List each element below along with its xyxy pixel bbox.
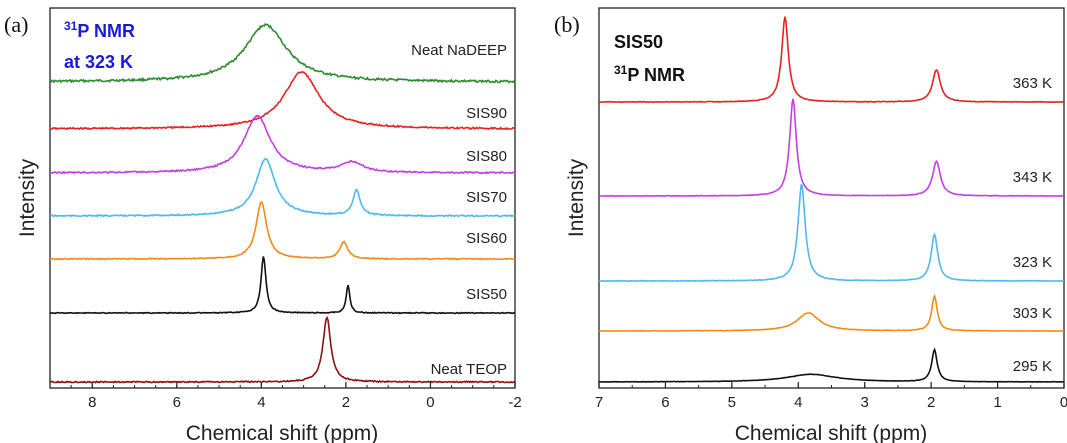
x-tick-label: 4	[257, 394, 265, 411]
panel-a-x-ticks: 8 6 4 2 0 -2	[49, 382, 522, 411]
x-tick-label: 0	[1060, 394, 1067, 411]
x-tick-label: 2	[927, 394, 935, 411]
panel-b-annotation-sup: 31	[614, 63, 628, 77]
series-line	[598, 16, 1065, 104]
series-line	[598, 98, 1064, 198]
x-tick-label: 5	[728, 394, 736, 411]
panel-b: (b) 363 K 343 K 323 K 303 K 295 K 7 6 5 4 3 2 1 0 C…	[554, 7, 1067, 443]
panel-b-x-ticks: 7 6 5 4 3 2 1 0	[595, 382, 1067, 411]
series-line	[49, 200, 516, 261]
series-line	[49, 114, 516, 175]
series-line	[50, 22, 516, 84]
series-line	[49, 315, 516, 384]
x-tick-label: 4	[794, 394, 802, 411]
panel-b-y-axis-title: Intensity	[565, 158, 588, 237]
panel-a: (a) Neat NaDEEP SIS90 SIS80 SIS70 SIS60 SIS50…	[4, 7, 522, 443]
panel-b-label: (b)	[554, 12, 580, 37]
series-label: 343 K	[1013, 169, 1052, 186]
series-label: SIS50	[466, 286, 507, 303]
panel-a-annotation-text1: P NMR	[77, 21, 135, 41]
x-tick-label: 0	[426, 394, 434, 411]
panel-a-x-axis-title: Chemical shift (ppm)	[186, 422, 379, 443]
panel-a-y-axis-title: Intensity	[16, 158, 39, 237]
x-tick-label: 2	[342, 394, 350, 411]
series-label: 303 K	[1013, 305, 1052, 322]
x-tick-label: 7	[595, 394, 603, 411]
series-line	[598, 347, 1065, 383]
series-label: Neat TEOP	[431, 361, 507, 378]
panel-a-traces: Neat NaDEEP SIS90 SIS80 SIS70 SIS60 SIS50 Neat…	[49, 22, 516, 384]
panel-b-annotation-line2: 31P NMR	[614, 63, 685, 85]
x-tick-label: 1	[993, 394, 1001, 411]
panel-a-label: (a)	[4, 12, 28, 37]
panel-a-annotation-sup: 31	[64, 19, 78, 33]
series-line	[50, 157, 516, 218]
x-tick-label: 8	[88, 394, 96, 411]
x-tick-label: 6	[173, 394, 181, 411]
series-label: SIS70	[466, 189, 507, 206]
panel-a-annotation-line1: 31P NMR	[64, 19, 135, 41]
series-label: SIS80	[466, 148, 507, 165]
series-line	[599, 183, 1065, 283]
series-label: 363 K	[1013, 75, 1052, 92]
x-tick-label: 6	[661, 394, 669, 411]
panel-b-annotation-line1: SIS50	[614, 32, 663, 52]
series-line	[49, 256, 516, 315]
series-label: 323 K	[1013, 254, 1052, 271]
x-tick-label: -2	[508, 394, 521, 411]
series-label: SIS60	[466, 230, 507, 247]
series-line	[598, 293, 1065, 332]
series-label: Neat NaDEEP	[411, 42, 507, 59]
panel-a-annotation-line2: at 323 K	[64, 52, 133, 72]
x-tick-label: 3	[861, 394, 869, 411]
panel-b-traces: 363 K 343 K 323 K 303 K 295 K	[598, 16, 1065, 383]
panel-b-x-axis-title: Chemical shift (ppm)	[735, 422, 928, 443]
series-label: 295 K	[1013, 358, 1052, 375]
series-label: SIS90	[466, 105, 507, 122]
series-line	[49, 70, 516, 131]
panel-b-annotation-text2: P NMR	[627, 65, 685, 85]
